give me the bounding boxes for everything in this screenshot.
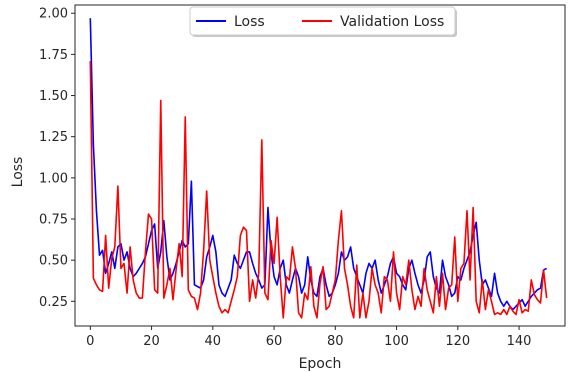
y-tick-label: 1.50 <box>39 89 68 104</box>
x-tick-label: 60 <box>266 334 283 349</box>
x-axis-label: Epoch <box>299 356 342 372</box>
y-tick-label: 1.00 <box>39 171 68 186</box>
x-tick-label: 100 <box>384 334 409 349</box>
x-tick-label: 120 <box>445 334 470 349</box>
y-axis: 0.25 0.50 0.75 1.00 1.25 1.50 1.75 2.00 <box>39 7 75 310</box>
plot-area <box>74 4 566 327</box>
plot-frame <box>74 4 566 327</box>
x-tick-label: 20 <box>143 334 160 349</box>
legend-label: Loss <box>234 14 265 30</box>
x-tick-label: 140 <box>507 334 532 349</box>
legend: Loss Validation Loss <box>189 6 457 37</box>
y-tick-label: 1.75 <box>39 48 68 63</box>
y-tick-label: 2.00 <box>39 7 68 22</box>
x-tick-label: 80 <box>327 334 344 349</box>
y-tick-label: 0.25 <box>39 295 68 310</box>
legend-label: Validation Loss <box>340 14 444 30</box>
y-tick-label: 1.25 <box>39 130 68 145</box>
x-tick-label: 40 <box>205 334 222 349</box>
x-tick-label: 0 <box>86 334 94 349</box>
y-tick-label: 0.75 <box>39 213 68 228</box>
series-line-validation-loss <box>89 60 548 319</box>
y-tick-label: 0.50 <box>39 254 68 269</box>
x-axis: 0 20 40 60 80 100 120 140 <box>86 326 531 349</box>
y-axis-label: Loss <box>10 157 26 188</box>
